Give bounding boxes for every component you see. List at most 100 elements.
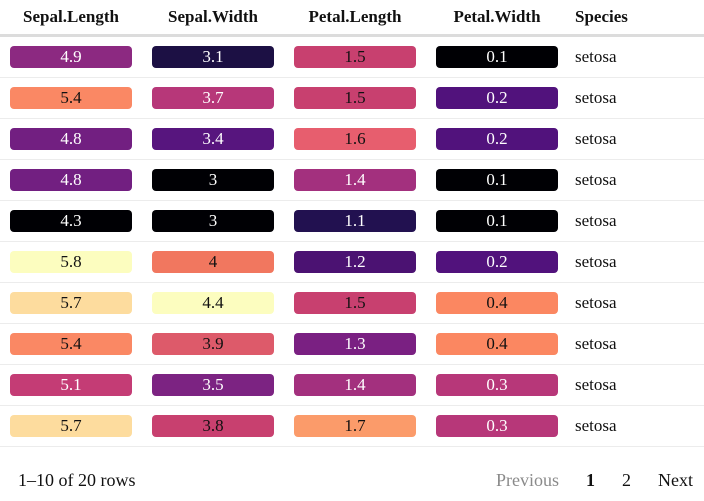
value-pill: 0.1 xyxy=(436,46,558,68)
table-cell: 4.3 xyxy=(0,200,142,242)
value-pill: 1.3 xyxy=(294,333,416,355)
value-pill: 3 xyxy=(152,169,274,191)
species-cell: setosa xyxy=(568,405,704,447)
value-pill: 3.1 xyxy=(152,46,274,68)
table-row: 5.4 3.7 1.5 0.2 setosa xyxy=(0,77,704,119)
value-pill: 5.7 xyxy=(10,415,132,437)
value-pill: 1.2 xyxy=(294,251,416,273)
column-header-petal-width[interactable]: Petal.Width xyxy=(426,0,568,37)
table-cell: 5.4 xyxy=(0,323,142,365)
value-pill: 5.4 xyxy=(10,333,132,355)
table-cell: 1.5 xyxy=(284,35,426,78)
table-cell: 4.8 xyxy=(0,159,142,201)
page-2-button[interactable]: 2 xyxy=(622,470,631,490)
table-cell: 0.3 xyxy=(426,405,568,447)
table-cell: 5.1 xyxy=(0,364,142,406)
value-pill: 4.8 xyxy=(10,128,132,150)
species-cell: setosa xyxy=(568,200,704,242)
value-pill: 5.8 xyxy=(10,251,132,273)
value-pill: 3.8 xyxy=(152,415,274,437)
value-pill: 4.8 xyxy=(10,169,132,191)
table-cell: 4.8 xyxy=(0,118,142,160)
value-pill: 4.4 xyxy=(152,292,274,314)
table-cell: 3.1 xyxy=(142,35,284,78)
column-header-sepal-length[interactable]: Sepal.Length xyxy=(0,0,142,37)
table-row: 4.8 3.4 1.6 0.2 setosa xyxy=(0,118,704,160)
column-header-sepal-width[interactable]: Sepal.Width xyxy=(142,0,284,37)
value-pill: 1.5 xyxy=(294,292,416,314)
value-pill: 1.4 xyxy=(294,374,416,396)
species-cell: setosa xyxy=(568,77,704,119)
table-row: 5.1 3.5 1.4 0.3 setosa xyxy=(0,364,704,406)
table-cell: 1.5 xyxy=(284,282,426,324)
next-page-button[interactable]: Next xyxy=(658,470,693,490)
table-cell: 4.4 xyxy=(142,282,284,324)
table-cell: 3 xyxy=(142,159,284,201)
value-pill: 3.7 xyxy=(152,87,274,109)
value-pill: 0.1 xyxy=(436,210,558,232)
table-header: Sepal.Length Sepal.Width Petal.Length Pe… xyxy=(0,0,704,37)
table-cell: 3 xyxy=(142,200,284,242)
value-pill: 1.5 xyxy=(294,87,416,109)
table-cell: 1.7 xyxy=(284,405,426,447)
header-row: Sepal.Length Sepal.Width Petal.Length Pe… xyxy=(0,0,704,37)
table-cell: 0.2 xyxy=(426,77,568,119)
value-pill: 4 xyxy=(152,251,274,273)
value-pill: 0.2 xyxy=(436,251,558,273)
table-cell: 5.4 xyxy=(0,77,142,119)
table-cell: 0.3 xyxy=(426,364,568,406)
value-pill: 0.2 xyxy=(436,87,558,109)
table-cell: 1.3 xyxy=(284,323,426,365)
species-cell: setosa xyxy=(568,282,704,324)
table-cell: 3.8 xyxy=(142,405,284,447)
table-body: 4.9 3.1 1.5 0.1 setosa 5.4 3.7 1.5 0.2 setosa 4.8 3… xyxy=(0,35,704,447)
value-pill: 4.3 xyxy=(10,210,132,232)
species-cell: setosa xyxy=(568,118,704,160)
table-row: 5.8 4 1.2 0.2 setosa xyxy=(0,241,704,283)
table-row: 5.7 4.4 1.5 0.4 setosa xyxy=(0,282,704,324)
table-cell: 4.9 xyxy=(0,35,142,78)
table-cell: 0.1 xyxy=(426,35,568,78)
table-cell: 0.2 xyxy=(426,241,568,283)
value-pill: 1.6 xyxy=(294,128,416,150)
value-pill: 0.4 xyxy=(436,292,558,314)
row-info-text: 1–10 of 20 rows xyxy=(18,470,136,490)
table-cell: 3.4 xyxy=(142,118,284,160)
table-row: 5.7 3.8 1.7 0.3 setosa xyxy=(0,405,704,447)
value-pill: 3 xyxy=(152,210,274,232)
table-row: 5.4 3.9 1.3 0.4 setosa xyxy=(0,323,704,365)
table-cell: 3.5 xyxy=(142,364,284,406)
species-cell: setosa xyxy=(568,364,704,406)
previous-page-button[interactable]: Previous xyxy=(496,470,559,490)
page-1-button[interactable]: 1 xyxy=(586,470,595,490)
value-pill: 3.5 xyxy=(152,374,274,396)
table-cell: 3.9 xyxy=(142,323,284,365)
value-pill: 0.1 xyxy=(436,169,558,191)
table-footer: 1–10 of 20 rows Previous 1 2 Next xyxy=(0,460,704,500)
value-pill: 0.3 xyxy=(436,415,558,437)
value-pill: 0.4 xyxy=(436,333,558,355)
table-cell: 5.8 xyxy=(0,241,142,283)
species-cell: setosa xyxy=(568,35,704,78)
column-header-species[interactable]: Species xyxy=(568,0,704,37)
table-cell: 0.4 xyxy=(426,323,568,365)
table-row: 4.8 3 1.4 0.1 setosa xyxy=(0,159,704,201)
table-cell: 1.5 xyxy=(284,77,426,119)
table-cell: 1.6 xyxy=(284,118,426,160)
value-pill: 0.3 xyxy=(436,374,558,396)
pagination: Previous 1 2 Next xyxy=(496,470,693,491)
table-cell: 1.1 xyxy=(284,200,426,242)
value-pill: 1.7 xyxy=(294,415,416,437)
table-cell: 0.1 xyxy=(426,159,568,201)
value-pill: 5.7 xyxy=(10,292,132,314)
value-pill: 5.1 xyxy=(10,374,132,396)
table-cell: 1.2 xyxy=(284,241,426,283)
column-header-petal-length[interactable]: Petal.Length xyxy=(284,0,426,37)
table-cell: 4 xyxy=(142,241,284,283)
value-pill: 1.5 xyxy=(294,46,416,68)
table-row: 4.3 3 1.1 0.1 setosa xyxy=(0,200,704,242)
value-pill: 0.2 xyxy=(436,128,558,150)
table-cell: 3.7 xyxy=(142,77,284,119)
species-cell: setosa xyxy=(568,241,704,283)
table-cell: 0.2 xyxy=(426,118,568,160)
